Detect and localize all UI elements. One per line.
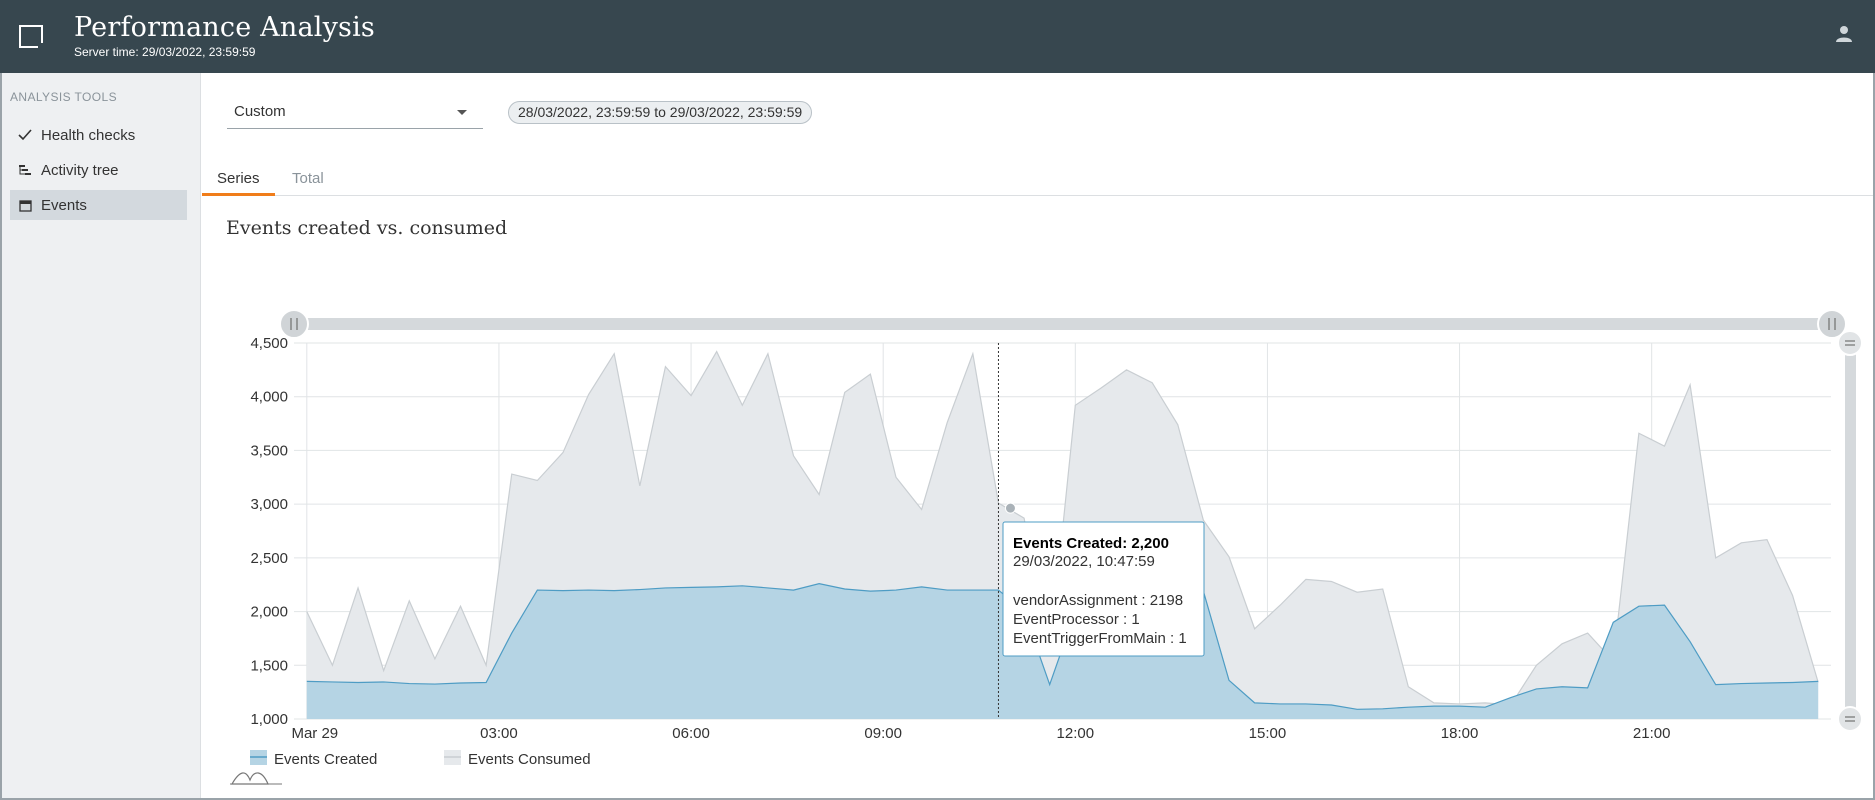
- user-icon[interactable]: [1835, 25, 1853, 43]
- vertical-handle-bottom[interactable]: [1837, 706, 1863, 732]
- navigator-handle-left[interactable]: [279, 309, 309, 339]
- time-range-value: Custom: [234, 103, 286, 120]
- y-tick-label: 3,000: [250, 496, 288, 513]
- x-tick-label: 09:00: [864, 725, 902, 742]
- grip-icon: [1828, 318, 1836, 330]
- navigator-handle-right[interactable]: [1817, 309, 1847, 339]
- hover-marker-consumed: [1004, 502, 1016, 514]
- x-tick-label: 06:00: [672, 725, 710, 742]
- y-tick-label: 2,000: [250, 604, 288, 621]
- sidebar-item-activity-tree[interactable]: Activity tree: [10, 155, 187, 185]
- vertical-handle-top[interactable]: [1837, 330, 1863, 356]
- sparkline-icon: [230, 772, 269, 785]
- x-tick-label: Mar 29: [291, 725, 338, 742]
- x-tick-label: 12:00: [1057, 725, 1095, 742]
- chart-title: Events created vs. consumed: [226, 217, 508, 239]
- x-tick-label: 18:00: [1441, 725, 1479, 742]
- legend-label[interactable]: Events Consumed: [468, 751, 591, 768]
- grip-icon: [1845, 340, 1855, 346]
- y-tick-label: 4,000: [250, 389, 288, 406]
- time-range-select[interactable]: Custom: [227, 97, 483, 129]
- check-icon: [18, 128, 32, 142]
- server-time: Server time: 29/03/2022, 23:59:59: [74, 45, 256, 59]
- sidebar-item-label: Events: [41, 196, 87, 214]
- y-tick-label: 1,000: [250, 711, 288, 728]
- y-tick-label: 2,500: [250, 550, 288, 567]
- sidebar-item-health-checks[interactable]: Health checks: [10, 120, 187, 150]
- date-range-chip[interactable]: 28/03/2022, 23:59:59 to 29/03/2022, 23:5…: [508, 101, 813, 124]
- x-tick-label: 15:00: [1249, 725, 1287, 742]
- navigator-track[interactable]: [294, 318, 1833, 330]
- chevron-down-icon: [457, 110, 467, 115]
- sidebar: ANALYSIS TOOLS Health checks Activity tr…: [2, 73, 201, 798]
- page-title: Performance Analysis: [74, 12, 375, 43]
- x-tick-label: 21:00: [1633, 725, 1671, 742]
- y-tick-label: 1,500: [250, 657, 288, 674]
- main-content: Custom 28/03/2022, 23:59:59 to 29/03/202…: [202, 73, 1873, 798]
- sidebar-item-events[interactable]: Events: [10, 190, 187, 220]
- sidebar-heading: ANALYSIS TOOLS: [10, 90, 117, 104]
- calendar-icon: [18, 198, 32, 212]
- vertical-scroll-track[interactable]: [1845, 343, 1856, 719]
- sidebar-item-label: Health checks: [41, 126, 136, 144]
- legend-label[interactable]: Events Created: [274, 751, 377, 768]
- view-tabs: Series Total: [202, 165, 1873, 196]
- y-tick-label: 4,500: [250, 335, 288, 352]
- tooltip-line: EventProcessor : 1: [1013, 611, 1140, 628]
- sidebar-item-label: Activity tree: [41, 161, 119, 179]
- tooltip-timestamp: 29/03/2022, 10:47:59: [1013, 553, 1155, 570]
- y-tick-label: 3,500: [250, 442, 288, 459]
- tooltip-line: vendorAssignment : 2198: [1013, 592, 1183, 609]
- tab-total[interactable]: Total: [292, 170, 324, 187]
- tab-series[interactable]: Series: [202, 165, 275, 196]
- grip-icon: [290, 318, 298, 330]
- tree-icon: [18, 163, 32, 177]
- chart-tooltip: [1002, 521, 1205, 657]
- grip-icon: [1845, 716, 1855, 722]
- app-logo-icon[interactable]: [19, 25, 44, 49]
- x-tick-label: 03:00: [480, 725, 518, 742]
- tooltip-line: EventTriggerFromMain : 1: [1013, 630, 1187, 647]
- tooltip-title: Events Created: 2,200: [1013, 535, 1169, 552]
- app-header: Performance Analysis Server time: 29/03/…: [0, 0, 1875, 73]
